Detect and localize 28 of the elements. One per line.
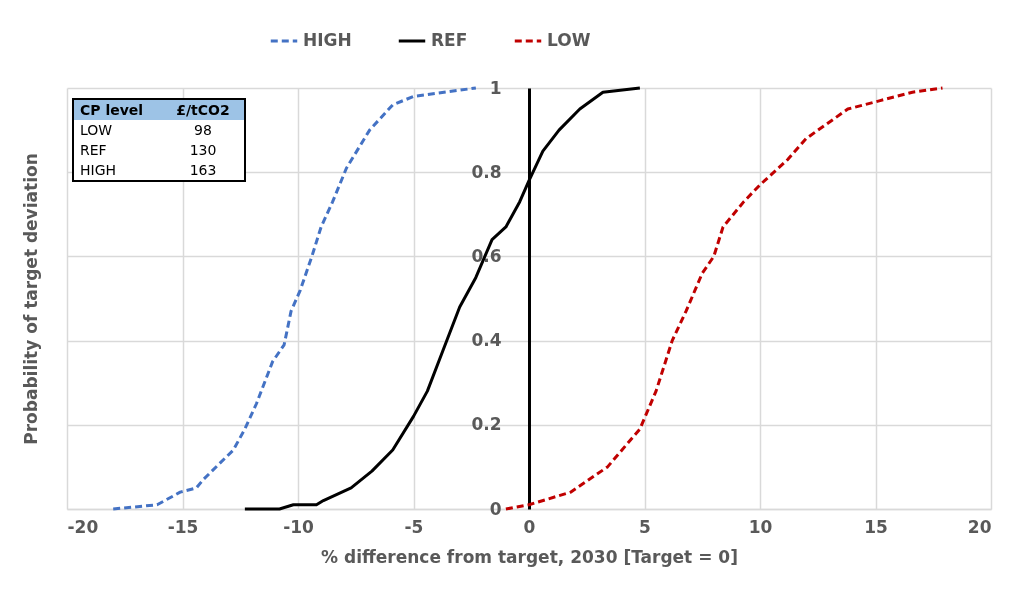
annotation: 130 (188, 141, 218, 160)
y-axis-title: Probability of target deviation (20, 153, 41, 445)
legend-label: LOW (547, 30, 591, 50)
annotation: LOW (79, 121, 114, 140)
y-tick-label: 0.2 (471, 414, 502, 435)
line-series (504, 86, 944, 511)
annotation: CP level (73, 99, 162, 120)
x-tick-label: -20 (67, 516, 99, 537)
x-tick-label: -10 (283, 516, 315, 537)
y-tick-label: 0.4 (471, 330, 502, 351)
annotation: £/tCO2 (162, 99, 245, 120)
x-tick-label: -15 (167, 516, 199, 537)
x-tick-label: 15 (864, 516, 888, 537)
annotation: HIGH (79, 161, 118, 180)
x-tick-label: -5 (404, 516, 424, 537)
x-tick-label: 20 (967, 516, 992, 537)
y-tick-label: 0 (489, 498, 502, 519)
annotation: 163 (188, 161, 218, 180)
annotation: REF (79, 141, 108, 160)
annotation: 98 (193, 121, 213, 140)
x-tick-label: 10 (748, 516, 773, 537)
legend-label: HIGH (303, 30, 352, 50)
y-tick-label: 0.8 (471, 161, 502, 182)
legend-label: REF (431, 30, 468, 50)
x-axis-title: % difference from target, 2030 [Target = 0] (321, 546, 738, 567)
y-tick-label: 1 (489, 77, 502, 98)
x-tick-label: 0 (523, 516, 536, 537)
x-tick-label: 5 (639, 516, 651, 537)
